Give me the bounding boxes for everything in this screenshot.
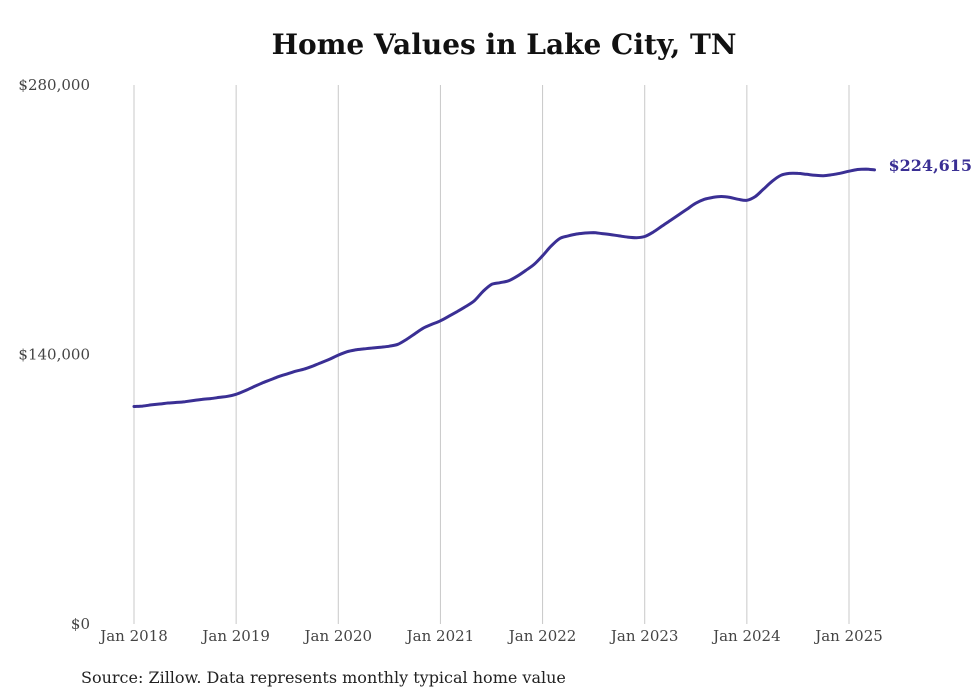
x-tick-label: Jan 2018 [98, 627, 168, 645]
x-tick-label: Jan 2023 [609, 627, 679, 645]
y-axis-ticks: $0 $140,000 $280,000 [18, 76, 90, 633]
gridlines [133, 85, 850, 624]
x-tick-label: Jan 2020 [303, 627, 373, 645]
x-tick-label: Jan 2021 [405, 627, 475, 645]
y-tick-label: $140,000 [18, 346, 90, 364]
end-label-layer: $224,615 [889, 156, 973, 175]
y-tick-label: $0 [71, 615, 90, 633]
x-tick-label: Jan 2025 [813, 627, 883, 645]
source-note: Source: Zillow. Data represents monthly … [81, 668, 566, 687]
x-tick-label: Jan 2019 [200, 627, 270, 645]
x-axis-ticks: Jan 2018 Jan 2019 Jan 2020 Jan 2021 Jan 2022… [98, 627, 883, 645]
x-tick-label: Jan 2024 [711, 627, 781, 645]
chart-title: Home Values in Lake City, TN [271, 28, 737, 61]
y-tick-label: $280,000 [18, 76, 90, 94]
series-line [132, 167, 876, 408]
x-tick-label: Jan 2022 [507, 627, 577, 645]
series-layer [132, 167, 876, 408]
end-value-label: $224,615 [889, 156, 973, 175]
